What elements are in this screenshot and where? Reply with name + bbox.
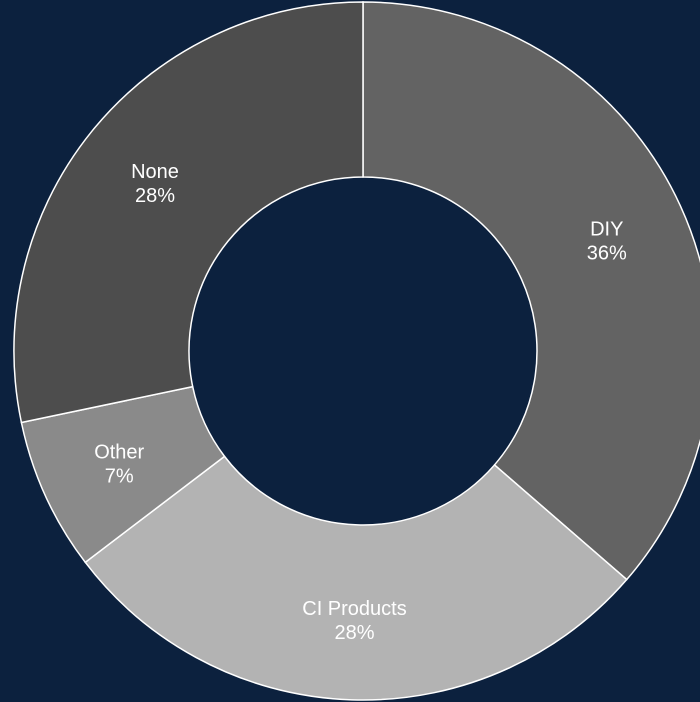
- slice-label-none: None 28%: [131, 161, 179, 207]
- slice-ci-products: [84, 455, 628, 701]
- slice-label-other: Other 7%: [94, 441, 144, 487]
- slice-percent: 36%: [587, 243, 627, 265]
- slice-label-ci-products: CI Products 28%: [302, 598, 406, 644]
- slice-label-diy: DIY 36%: [587, 219, 627, 265]
- slice-none: [13, 1, 364, 424]
- slice-name: CI Products: [302, 598, 406, 620]
- slice-labels: DIY 36%CI Products 28%Other 7%None 28%: [94, 161, 627, 644]
- slice-percent: 28%: [334, 622, 374, 644]
- slice-percent: 7%: [105, 465, 134, 487]
- slice-name: DIY: [590, 219, 623, 241]
- donut-slices: [13, 1, 700, 701]
- slice-name: Other: [94, 441, 144, 463]
- slice-name: None: [131, 161, 179, 183]
- slice-percent: 28%: [135, 185, 175, 207]
- slice-diy: [362, 1, 700, 581]
